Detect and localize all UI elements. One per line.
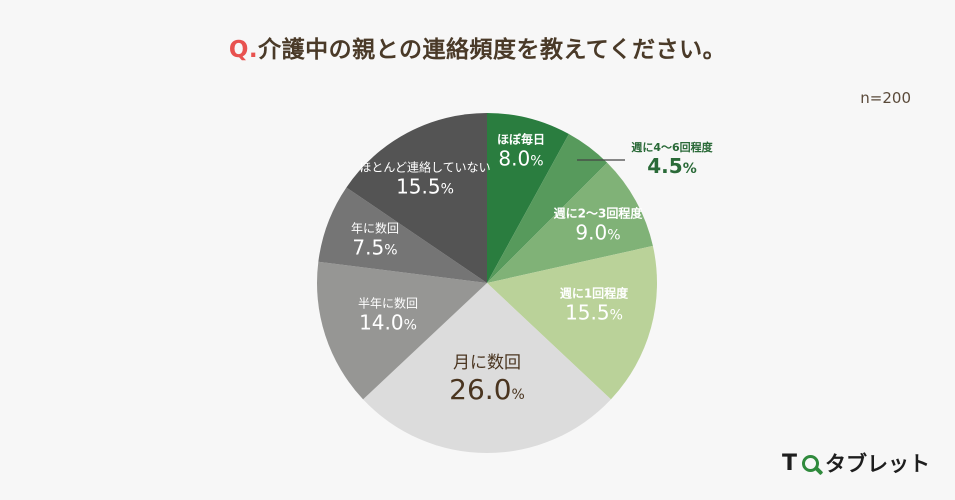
tq-tablet-logo: T タブレット xyxy=(782,448,930,478)
slice-value: 14.0% xyxy=(359,310,417,335)
pie-slice xyxy=(318,187,487,283)
slice-value: 9.0% xyxy=(575,220,621,245)
slice-label: 週に2〜3回程度 9.0% xyxy=(553,206,643,245)
question-prefix: Q. xyxy=(228,37,259,63)
logo-t: T xyxy=(782,450,800,476)
slice-category: 週に4〜6回程度 xyxy=(631,141,713,155)
slice-label: ほぼ毎日 8.0% xyxy=(496,132,546,171)
pie-slice xyxy=(363,283,611,453)
slice-label: 半年に数回 14.0% xyxy=(357,296,419,335)
slice-label: ほとんど連絡していない 15.5% xyxy=(359,160,491,199)
slice-category: 週に2〜3回程度 xyxy=(553,206,643,221)
slice-value: 15.5% xyxy=(565,300,623,325)
slice-category: 半年に数回 xyxy=(357,296,419,311)
slice-category: ほぼ毎日 xyxy=(496,132,546,147)
question-text: 介護中の親との連絡頻度を教えてください。 xyxy=(258,37,727,63)
pie-slice xyxy=(487,113,569,283)
slice-label: 週に4〜6回程度 4.5% xyxy=(631,142,712,178)
slice-label: 月に数回 26.0% xyxy=(449,354,525,406)
pie-slice xyxy=(487,162,653,283)
pie-slice xyxy=(346,113,487,283)
slice-value: 15.5% xyxy=(396,174,454,199)
pie-slice xyxy=(487,245,657,400)
slice-category: 年に数回 xyxy=(350,221,400,236)
slice-category: 月に数回 xyxy=(453,353,521,374)
pie-slice xyxy=(317,261,487,400)
slice-category: 週に1回程度 xyxy=(559,286,629,301)
slice-value: 26.0% xyxy=(449,372,525,406)
chart-title: Q.介護中の親との連絡頻度を教えてください。 xyxy=(0,30,955,64)
sample-size: n=200 xyxy=(860,89,911,107)
slice-value: 8.0% xyxy=(498,146,544,171)
pie-slice xyxy=(487,134,608,283)
slice-label: 年に数回 7.5% xyxy=(350,221,400,260)
slice-category: ほとんど連絡していない xyxy=(359,160,491,175)
logo-text: タブレット xyxy=(825,452,931,476)
slice-value: 4.5% xyxy=(647,153,697,178)
slice-label: 週に1回程度 15.5% xyxy=(559,286,629,325)
logo-magnifier-icon xyxy=(802,454,820,472)
slice-value: 7.5% xyxy=(352,235,398,260)
